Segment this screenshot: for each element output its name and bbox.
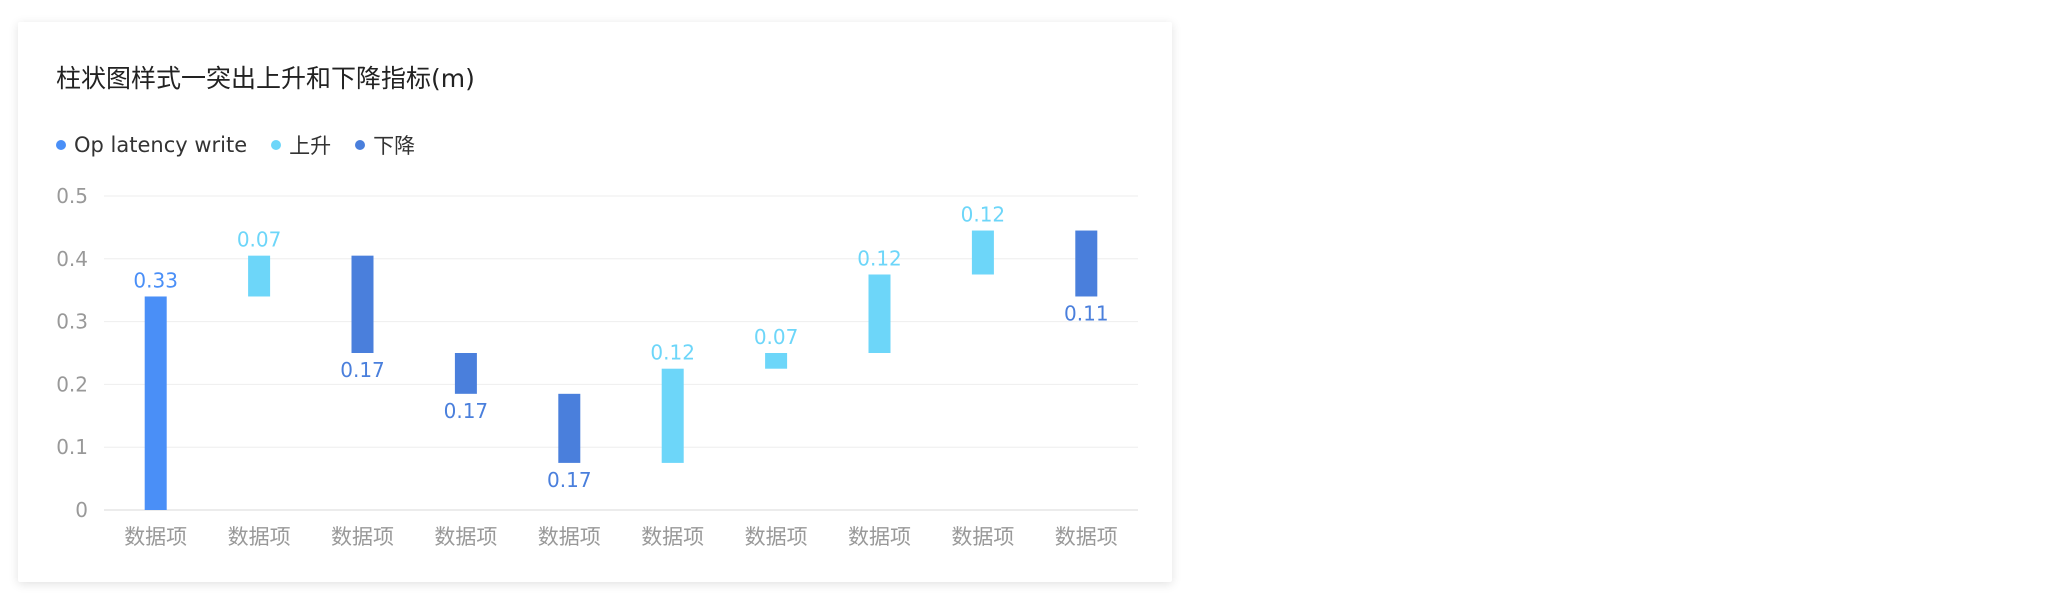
x-tick-label: 数据项 xyxy=(745,525,808,549)
y-tick-label: 0 xyxy=(75,498,88,522)
data-label: 0.12 xyxy=(961,203,1006,227)
data-label: 0.07 xyxy=(754,325,799,349)
x-tick-label: 数据项 xyxy=(641,525,704,549)
legend-dot-icon xyxy=(355,140,366,150)
bar xyxy=(868,274,891,353)
data-label: 0.17 xyxy=(444,399,489,423)
y-tick-label: 0.1 xyxy=(56,435,88,459)
data-label: 0.07 xyxy=(237,228,282,252)
legend-item-rise[interactable]: 上升 xyxy=(271,130,331,160)
chart-card: 柱状图样式一突出上升和下降指标(m) Op latency write 上升 下… xyxy=(18,22,1172,582)
x-tick-label: 数据项 xyxy=(951,525,1014,549)
x-tick-label: 数据项 xyxy=(228,525,291,549)
data-label: 0.33 xyxy=(133,268,178,292)
bar xyxy=(661,368,684,463)
bar xyxy=(248,255,271,297)
legend-dot-icon xyxy=(271,140,282,150)
legend-item-op-latency-write[interactable]: Op latency write xyxy=(56,133,247,157)
y-tick-label: 0.4 xyxy=(56,247,88,271)
y-tick-label: 0.3 xyxy=(56,310,88,334)
legend-dot-icon xyxy=(56,140,66,150)
bar xyxy=(1075,230,1098,297)
y-tick-label: 0.2 xyxy=(56,372,88,396)
bar xyxy=(454,353,477,394)
data-label: 0.12 xyxy=(857,247,902,271)
x-tick-label: 数据项 xyxy=(848,525,911,549)
data-label: 0.17 xyxy=(340,358,385,382)
chart-plot: 0 0.1 0.2 0.3 0.4 0.5 数据项 数据项 数据项 数据项 数据项 数据项 数据项 数据项… xyxy=(56,184,1138,549)
bar xyxy=(351,255,374,353)
legend-label: 上升 xyxy=(289,134,332,158)
bar xyxy=(144,296,167,510)
chart-legend: Op latency write 上升 下降 xyxy=(56,130,439,160)
bar xyxy=(765,353,788,369)
bar xyxy=(558,393,581,463)
data-label: 0.17 xyxy=(547,468,592,492)
y-tick-label: 0.5 xyxy=(56,184,88,208)
legend-label: 下降 xyxy=(373,134,416,158)
chart-title: 柱状图样式一突出上升和下降指标(m) xyxy=(56,64,475,93)
x-tick-label: 数据项 xyxy=(1055,525,1118,549)
legend-label: Op latency write xyxy=(74,133,248,157)
x-tick-label: 数据项 xyxy=(434,525,497,549)
data-label: 0.12 xyxy=(650,341,695,365)
x-tick-label: 数据项 xyxy=(124,525,187,549)
legend-item-fall[interactable]: 下降 xyxy=(355,130,415,160)
bar xyxy=(971,230,994,275)
data-label: 0.11 xyxy=(1064,301,1109,325)
x-tick-label: 数据项 xyxy=(331,525,394,549)
x-tick-label: 数据项 xyxy=(538,525,601,549)
